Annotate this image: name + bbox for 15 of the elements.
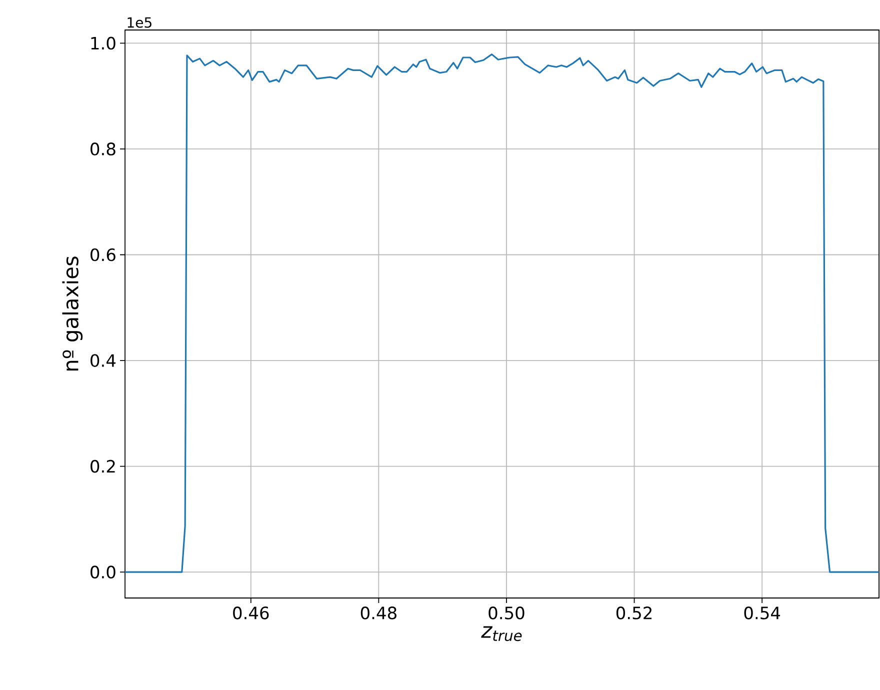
y-tick-label: 0.6 xyxy=(90,248,116,262)
y-tick-label: 0.8 xyxy=(90,142,116,156)
x-tick-label: 0.50 xyxy=(488,606,524,620)
x-tick-label: 0.48 xyxy=(360,606,396,620)
y-axis-title: nº galaxies xyxy=(62,256,83,371)
text: 1e5 xyxy=(128,17,152,28)
x-tick-label: 0.46 xyxy=(233,606,269,620)
x-tick-label: 0.52 xyxy=(616,606,652,620)
y-tick-label: 0.2 xyxy=(90,460,115,473)
y-tick-label: 1.0 xyxy=(91,36,116,50)
y-tick-label: 0.0 xyxy=(90,566,116,578)
x-axis-title: z$_{true}$ xyxy=(481,626,522,642)
y-tick-label: 0.4 xyxy=(90,354,116,367)
line-series xyxy=(125,54,880,573)
x-tick-label: 0.54 xyxy=(744,606,780,620)
